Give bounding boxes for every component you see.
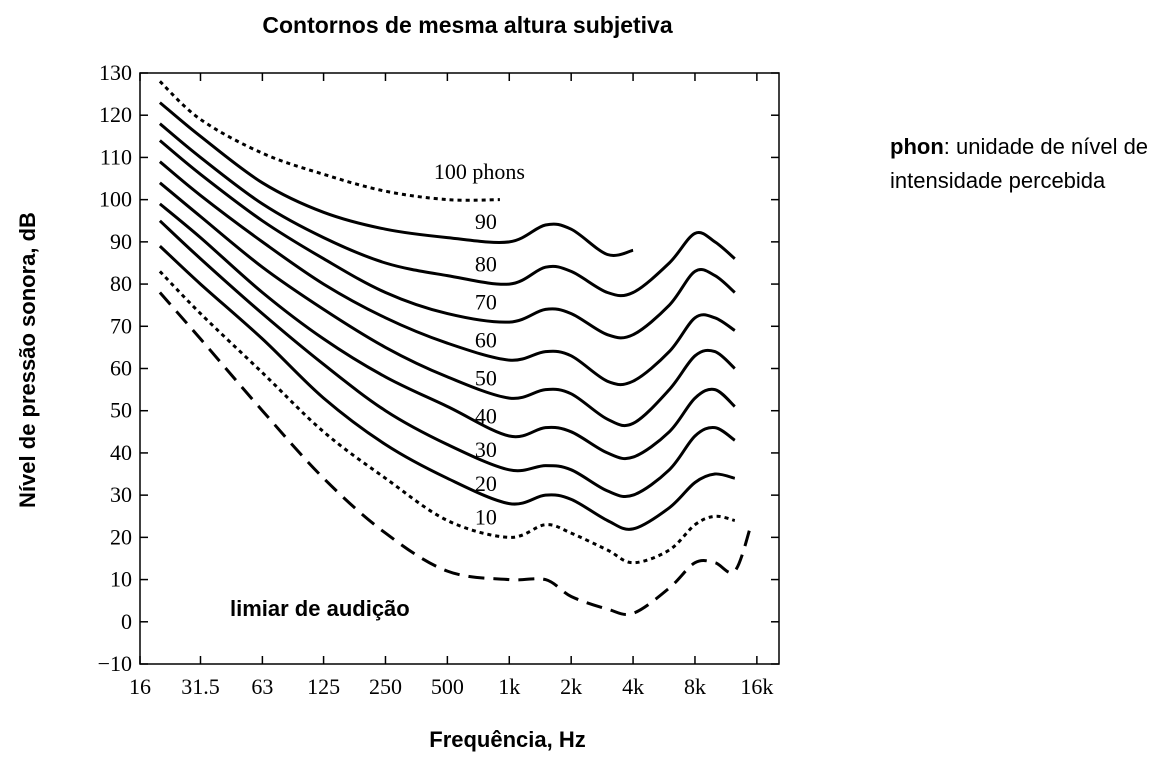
phon-label: 50	[475, 365, 497, 390]
phon-definition-note: phon: unidade de nível de intensidade pe…	[890, 130, 1150, 198]
x-tick-label: 125	[307, 674, 340, 699]
x-tick-label: 2k	[560, 674, 582, 699]
curve-20-phons	[158, 244, 736, 531]
axes: −10 0 10 20 30 40 50 60 70 80 90 100 110 120 130 16 31.5…	[98, 60, 780, 699]
phon-label: 100 phons	[434, 159, 525, 184]
y-tick-label: 120	[99, 102, 132, 127]
phon-label: 80	[475, 251, 497, 276]
phon-label: 40	[475, 403, 497, 428]
phon-label: 20	[475, 471, 497, 496]
curve-threshold	[158, 291, 753, 617]
phon-label: 30	[475, 437, 497, 462]
curve-10-phons	[158, 270, 736, 565]
curve-40-phons	[158, 202, 736, 461]
y-tick-label: 80	[110, 271, 132, 296]
curve-labels: 100 phons 90 80 70 60 50 40 30 20 10	[434, 159, 525, 529]
x-tick-label: 31.5	[181, 674, 220, 699]
chart-title: Contornos de mesma altura subjetiva	[262, 12, 673, 38]
phon-label: 60	[475, 327, 497, 352]
note-term: phon	[890, 134, 944, 159]
x-tick-label: 63	[251, 674, 273, 699]
phon-label: 10	[475, 505, 497, 530]
x-axis-label: Frequência, Hz	[429, 727, 586, 752]
y-tick-label: 50	[110, 398, 132, 423]
note-text: : unidade de nível de intensidade perceb…	[890, 134, 1149, 193]
y-tick-label: 40	[110, 440, 132, 465]
y-tick-label: 100	[99, 187, 132, 212]
x-tick-label: 250	[369, 674, 402, 699]
y-tick-label: 20	[110, 524, 132, 549]
curve-90-phons	[158, 101, 634, 257]
y-tick-label: 60	[110, 356, 132, 381]
x-tick-label: 16k	[740, 674, 773, 699]
curve-60-phons	[158, 160, 736, 387]
y-tick-label: 70	[110, 313, 132, 338]
curve-80-phons	[158, 122, 736, 298]
curve-30-phons	[158, 219, 736, 499]
y-tick-label: 110	[100, 144, 132, 169]
x-tick-label: 4k	[622, 674, 644, 699]
y-tick-label: 10	[110, 567, 132, 592]
curves	[158, 80, 753, 617]
x-tick-label: 16	[129, 674, 151, 699]
x-tick-label: 1k	[498, 674, 520, 699]
x-tick-label: 8k	[684, 674, 706, 699]
y-tick-label: −10	[98, 651, 132, 676]
y-tick-label: 130	[99, 60, 132, 85]
y-tick-label: 90	[110, 229, 132, 254]
threshold-annotation: limiar de audição	[230, 596, 410, 621]
y-tick-label: 30	[110, 482, 132, 507]
curve-50-phons	[158, 181, 736, 428]
phon-label: 90	[475, 209, 497, 234]
x-tick-label: 500	[431, 674, 464, 699]
curve-70-phons	[158, 139, 736, 340]
y-tick-label: 0	[121, 609, 132, 634]
phon-label: 70	[475, 289, 497, 314]
